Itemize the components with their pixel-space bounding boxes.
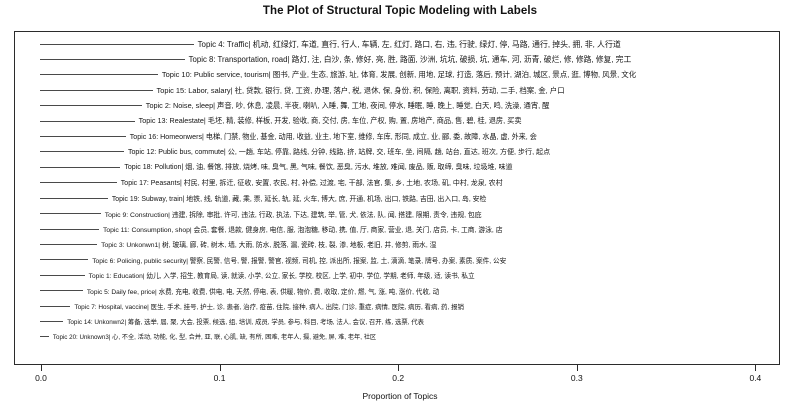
proportion-line bbox=[40, 89, 153, 91]
proportion-line bbox=[40, 136, 126, 138]
proportion-line bbox=[40, 74, 158, 76]
topic-row: Topic 11: Consumption, shop| 会员, 套餐, 退款,… bbox=[40, 223, 502, 235]
topic-row: Topic 15: Labor, salary| 社, 贷款, 银行, 贷, 工… bbox=[40, 84, 565, 96]
topic-row: Topic 3: Unkonwn1| 树, 玻璃, 廊, 砖, 树木, 墙, 大… bbox=[40, 238, 436, 250]
topic-label: Topic 7: Hospital, vaccine| 医生, 手术, 挂号, … bbox=[74, 303, 464, 311]
topic-label: Topic 19: Subway, train| 地铁, 线, 轨道, 藏, 乘… bbox=[111, 196, 487, 204]
proportion-line bbox=[40, 105, 142, 107]
x-axis-tick-label: 0.2 bbox=[392, 373, 405, 383]
topic-row: Topic 17: Peasants| 村民, 村里, 拆迁, 征收, 安置, … bbox=[40, 177, 503, 189]
proportion-line bbox=[40, 290, 83, 292]
x-axis-tick bbox=[755, 365, 757, 371]
proportion-line bbox=[40, 197, 108, 199]
topic-row: Topic 13: Realestate| 毛坯, 精, 装修, 样板, 开发,… bbox=[40, 115, 522, 127]
topic-row: Topic 16: Homeonwers| 电梯, 门禁, 物业, 基金, 动用… bbox=[40, 131, 537, 143]
x-axis-tick bbox=[576, 365, 578, 371]
proportion-line bbox=[40, 336, 49, 338]
proportion-line bbox=[40, 58, 185, 60]
topic-label: Topic 6: Policing, public security| 警察, … bbox=[92, 257, 507, 265]
topic-label: Topic 20: Unknown3| 心, 不全, 活动, 功能, 化, 型,… bbox=[52, 334, 377, 342]
plot-area bbox=[14, 31, 780, 365]
proportion-line bbox=[40, 259, 89, 261]
x-axis-tick-label: 0.0 bbox=[35, 373, 47, 383]
topic-row: Topic 1: Education| 幼儿, 入学, 招生, 教育局, 读, … bbox=[40, 269, 475, 281]
topic-label: Topic 16: Homeonwers| 电梯, 门禁, 物业, 基金, 动用… bbox=[129, 132, 537, 141]
topic-label: Topic 9: Construction| 违建, 拆除, 审批, 许可, 违… bbox=[104, 211, 482, 219]
topic-row: Topic 14: Unkonwn2| 筹备, 选举, 届, 聚, 大会, 投票… bbox=[40, 316, 424, 328]
topic-label: Topic 15: Labor, salary| 社, 贷款, 银行, 贷, 工… bbox=[156, 85, 565, 95]
proportion-line bbox=[40, 228, 99, 230]
proportion-line bbox=[40, 151, 124, 153]
topic-row: Topic 12: Public bus, commute| 公, 一趟, 车站… bbox=[40, 146, 550, 158]
topic-row: Topic 7: Hospital, vaccine| 医生, 手术, 挂号, … bbox=[40, 300, 464, 312]
topic-row: Topic 6: Policing, public security| 警察, … bbox=[40, 254, 506, 266]
topic-label: Topic 5: Daily fee, price| 水费, 充电, 收费, 供… bbox=[86, 288, 440, 296]
proportion-line bbox=[40, 243, 98, 245]
topic-row: Topic 2: Noise, sleep| 声音, 吵, 休息, 凌晨, 半夜… bbox=[40, 100, 549, 112]
topic-label: Topic 11: Consumption, shop| 会员, 套餐, 退款,… bbox=[102, 227, 503, 235]
topic-label: Topic 13: Realestate| 毛坯, 精, 装修, 样板, 开发,… bbox=[138, 116, 522, 126]
topic-label: Topic 18: Pollution| 烟, 油, 餐馆, 排放, 烧烤, 味… bbox=[124, 164, 513, 172]
topic-label: Topic 2: Noise, sleep| 声音, 吵, 休息, 凌晨, 半夜… bbox=[145, 100, 550, 110]
x-axis-label: Proportion of Topics bbox=[362, 391, 438, 401]
topic-row: Topic 4: Traffic| 机动, 红绿灯, 车道, 直行, 行人, 车… bbox=[40, 38, 621, 50]
topic-row: Topic 19: Subway, train| 地铁, 线, 轨道, 藏, 乘… bbox=[40, 192, 486, 204]
topic-row: Topic 20: Unknown3| 心, 不全, 活动, 功能, 化, 型,… bbox=[40, 331, 376, 343]
topic-label: Topic 14: Unkonwn2| 筹备, 选举, 届, 聚, 大会, 投票… bbox=[67, 319, 424, 327]
proportion-line bbox=[40, 166, 121, 168]
topic-row: Topic 10: Public service, tourism| 图书, 产… bbox=[40, 69, 636, 81]
proportion-line bbox=[40, 274, 85, 276]
topic-row: Topic 5: Daily fee, price| 水费, 充电, 收费, 供… bbox=[40, 285, 439, 297]
x-axis-tick bbox=[398, 365, 400, 371]
topic-row: Topic 18: Pollution| 烟, 油, 餐馆, 排放, 烧烤, 味… bbox=[40, 161, 513, 173]
proportion-line bbox=[40, 213, 101, 215]
x-axis-tick-label: 0.1 bbox=[213, 373, 226, 383]
proportion-line bbox=[40, 182, 117, 184]
chart-title: The Plot of Structural Topic Modeling wi… bbox=[262, 5, 538, 17]
topic-label: Topic 8: Transportation, road| 路灯, 注, 白沙… bbox=[188, 54, 632, 64]
topic-row: Topic 8: Transportation, road| 路灯, 注, 白沙… bbox=[40, 53, 631, 65]
proportion-line bbox=[40, 43, 194, 45]
proportion-line bbox=[40, 321, 64, 323]
topic-label: Topic 3: Unkonwn1| 树, 玻璃, 廊, 砖, 树木, 墙, 大… bbox=[101, 242, 437, 250]
x-axis-tick bbox=[219, 365, 221, 371]
topic-label: Topic 17: Peasants| 村民, 村里, 拆迁, 征收, 安置, … bbox=[120, 179, 503, 187]
x-axis-tick-label: 0.3 bbox=[570, 373, 583, 383]
x-axis-tick-label: 0.4 bbox=[749, 373, 762, 383]
topic-label: Topic 12: Public bus, commute| 公, 一趟, 车站… bbox=[127, 147, 551, 156]
topic-row: Topic 9: Construction| 违建, 拆除, 审批, 许可, 违… bbox=[40, 208, 482, 220]
proportion-line bbox=[40, 120, 135, 122]
x-axis-tick bbox=[41, 365, 42, 371]
topic-label: Topic 4: Traffic| 机动, 红绿灯, 车道, 直行, 行人, 车… bbox=[197, 39, 621, 49]
topic-label: Topic 10: Public service, tourism| 图书, 产… bbox=[161, 70, 637, 80]
topic-label: Topic 1: Education| 幼儿, 入学, 招生, 教育局, 读, … bbox=[88, 273, 475, 281]
proportion-line bbox=[40, 305, 71, 307]
